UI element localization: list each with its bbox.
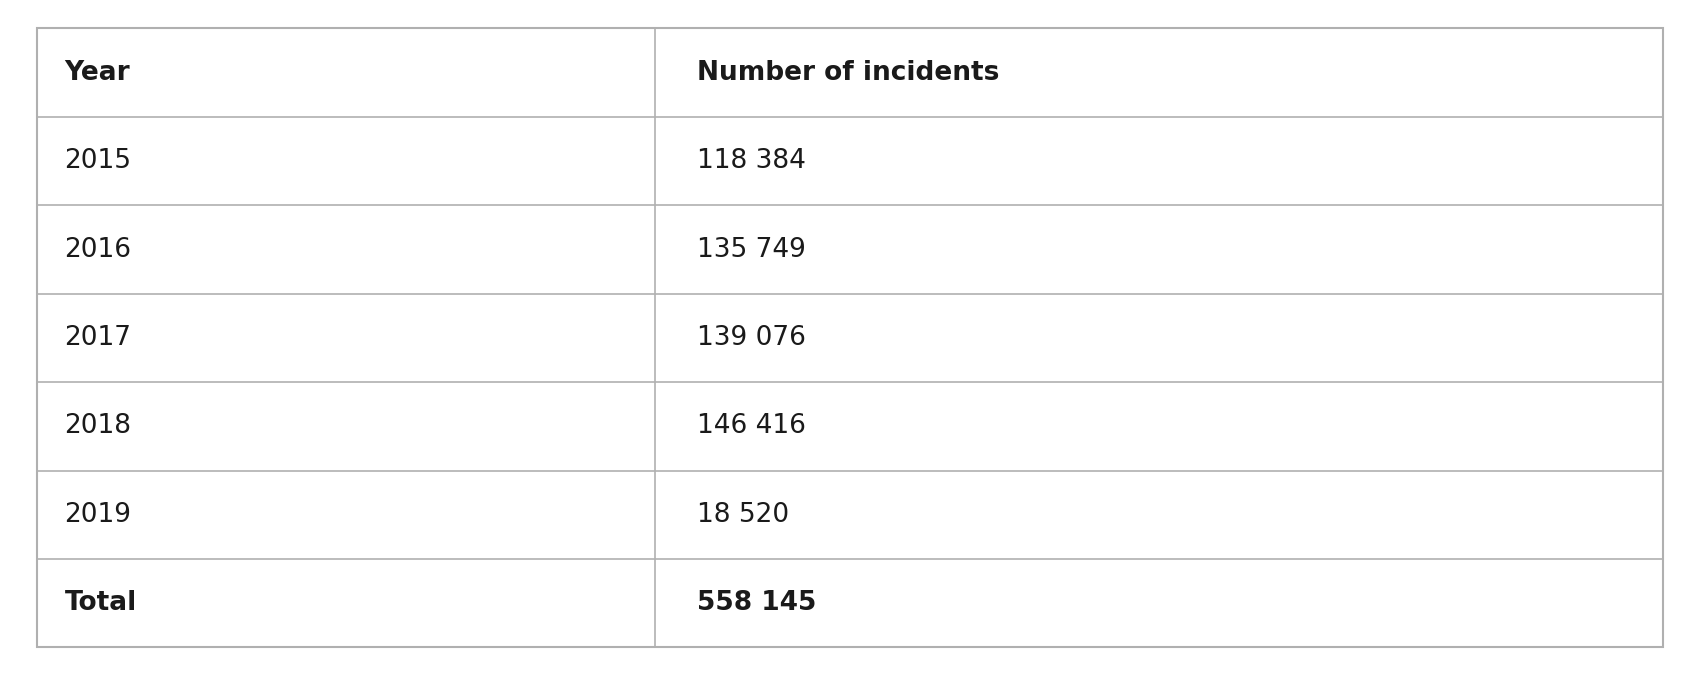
Text: 558 145: 558 145 xyxy=(697,591,816,616)
Text: Total: Total xyxy=(65,591,136,616)
Text: 146 416: 146 416 xyxy=(697,414,806,439)
Text: Number of incidents: Number of incidents xyxy=(697,60,1000,85)
Text: 2015: 2015 xyxy=(65,148,131,174)
Text: 135 749: 135 749 xyxy=(697,237,806,262)
Text: 2017: 2017 xyxy=(65,325,131,351)
Text: Year: Year xyxy=(65,60,131,85)
Text: 139 076: 139 076 xyxy=(697,325,806,351)
Text: 2016: 2016 xyxy=(65,237,131,262)
Text: 118 384: 118 384 xyxy=(697,148,806,174)
Text: 2019: 2019 xyxy=(65,502,131,528)
Text: 2018: 2018 xyxy=(65,414,131,439)
Text: 18 520: 18 520 xyxy=(697,502,789,528)
